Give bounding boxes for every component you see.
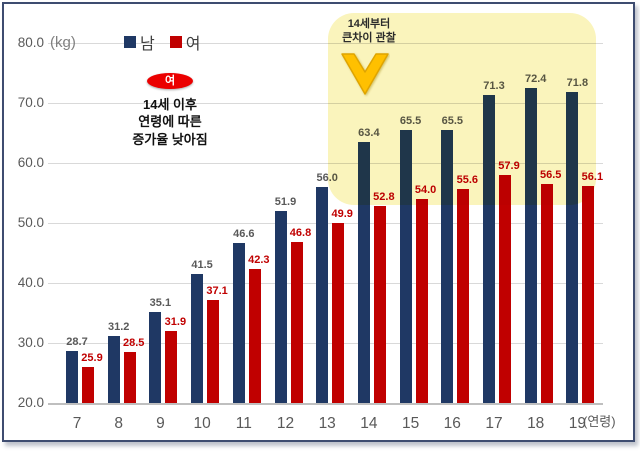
bar-male-10 <box>191 273 204 403</box>
bar-female-9 <box>165 331 178 403</box>
bar-female-7 <box>82 367 94 403</box>
y-tick-label: 60.0 <box>17 154 44 170</box>
x-axis-unit-label: (연령) <box>583 414 616 429</box>
y-tick-label: 50.0 <box>17 214 44 230</box>
value-label-female-19: 56.1 <box>581 171 604 184</box>
x-tick-label-14: 14 <box>360 415 378 432</box>
bar-female-18 <box>540 183 553 403</box>
value-label-male-13: 56.0 <box>316 171 338 184</box>
x-tick-label-16: 16 <box>443 415 461 432</box>
male-color-swatch <box>124 36 136 48</box>
y-tick-label: 30.0 <box>17 334 44 350</box>
bar-male-11 <box>232 243 245 403</box>
bar-female-17 <box>499 175 511 403</box>
bar-male-7 <box>66 350 78 403</box>
female-color-swatch <box>169 36 182 48</box>
value-label-male-11: 46.6 <box>233 228 255 241</box>
growth-rate-note: 14세 이후 연령에 따른 증가율 낮아짐 <box>100 96 240 148</box>
female-badge: 여 <box>147 73 193 89</box>
gridline <box>48 102 603 104</box>
x-tick-label-12: 12 <box>276 415 295 432</box>
x-tick-label-15: 15 <box>401 415 420 432</box>
x-tick-label-17: 17 <box>485 415 503 432</box>
value-label-male-8: 31.2 <box>107 320 130 333</box>
y-axis-unit-label: (kg) <box>50 34 76 51</box>
value-label-male-9: 35.1 <box>149 297 172 310</box>
y-tick-label: 80.0 <box>17 34 44 50</box>
down-arrow-icon <box>341 53 389 95</box>
bar-male-18 <box>524 88 537 403</box>
value-label-female-9: 31.9 <box>164 316 187 329</box>
x-tick-label-9: 9 <box>156 415 165 432</box>
bar-male-14 <box>357 142 370 403</box>
bar-male-19 <box>566 91 579 403</box>
value-label-male-19: 71.8 <box>566 76 589 89</box>
value-label-female-7: 25.9 <box>81 352 103 365</box>
x-tick-label-10: 10 <box>193 415 211 432</box>
gridline <box>48 162 603 164</box>
x-tick-label-19: 19 <box>568 415 587 432</box>
value-label-male-7: 28.7 <box>66 335 88 348</box>
value-label-male-14: 63.4 <box>358 127 380 140</box>
bar-male-12 <box>274 211 287 403</box>
bar-female-10 <box>207 300 220 403</box>
x-tick-label-11: 11 <box>235 415 252 432</box>
bar-female-12 <box>290 241 303 403</box>
bar-male-17 <box>483 94 495 403</box>
value-label-female-8: 28.5 <box>122 336 145 349</box>
value-label-male-15: 65.5 <box>399 114 422 127</box>
x-tick-label-13: 13 <box>318 415 336 432</box>
gridline <box>48 42 603 44</box>
legend-label-female: 여 <box>185 36 201 53</box>
value-label-male-16: 65.5 <box>441 114 463 127</box>
bar-female-16 <box>457 189 470 403</box>
value-label-male-12: 51.9 <box>274 196 297 209</box>
bar-male-9 <box>149 312 162 403</box>
legend-label-male: 남 <box>140 36 155 53</box>
y-tick-label: 70.0 <box>17 94 44 110</box>
bar-male-13 <box>316 186 329 403</box>
legend-item-female: 여 <box>169 30 201 54</box>
note-line-3: 증가율 낮아짐 <box>132 131 208 147</box>
value-label-male-17: 71.3 <box>483 79 505 92</box>
x-tick-label-8: 8 <box>114 415 123 432</box>
bar-female-19 <box>582 186 595 403</box>
bar-male-15 <box>399 129 412 403</box>
highlight-annotation: 14세부터 큰차이 관찰 <box>327 17 411 45</box>
bar-female-14 <box>373 205 386 403</box>
note-line-2: 연령에 따른 <box>138 114 202 130</box>
x-tick-label-7: 7 <box>72 415 82 432</box>
highlight-line-2: 큰차이 관찰 <box>342 32 396 44</box>
x-tick-label-18: 18 <box>527 415 545 432</box>
bar-female-15 <box>415 198 428 403</box>
y-tick-label: 20.0 <box>17 394 44 410</box>
legend-item-male: 남 <box>124 30 155 54</box>
value-label-female-10: 37.1 <box>206 285 228 298</box>
highlight-line-1: 14세부터 <box>347 18 391 30</box>
bar-male-8 <box>107 335 120 403</box>
note-line-1: 14세 이후 <box>143 97 197 112</box>
bar-female-13 <box>332 223 345 403</box>
bar-female-11 <box>248 268 261 403</box>
x-axis-baseline <box>48 402 603 405</box>
value-label-female-11: 42.3 <box>248 253 270 266</box>
value-label-male-10: 41.5 <box>191 258 213 271</box>
value-label-female-13: 49.9 <box>331 208 353 221</box>
value-label-male-18: 72.4 <box>524 73 547 86</box>
bar-male-16 <box>441 129 454 403</box>
bar-female-8 <box>123 351 136 403</box>
value-label-female-12: 46.8 <box>289 226 312 239</box>
y-tick-label: 40.0 <box>17 274 44 290</box>
legend: 남 여 <box>124 30 200 54</box>
